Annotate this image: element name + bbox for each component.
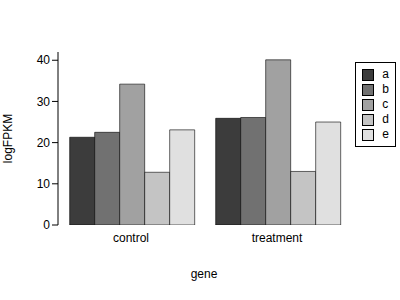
svg-text:10: 10	[37, 177, 51, 191]
svg-text:40: 40	[37, 53, 51, 67]
svg-text:control: control	[113, 231, 149, 245]
html-text:c: c	[382, 97, 389, 111]
html-text:a: a	[382, 67, 389, 81]
svg-text:gene: gene	[191, 267, 218, 281]
svg-text:treatment: treatment	[252, 231, 303, 245]
svg-text:30: 30	[37, 95, 51, 109]
html-text:b: b	[382, 82, 389, 96]
svg-text:20: 20	[37, 136, 51, 150]
svg-text:0: 0	[43, 218, 50, 232]
html-text:e: e	[382, 127, 389, 141]
html-text:d: d	[382, 112, 389, 126]
svg-text:logFPKM: logFPKM	[8, 114, 15, 163]
